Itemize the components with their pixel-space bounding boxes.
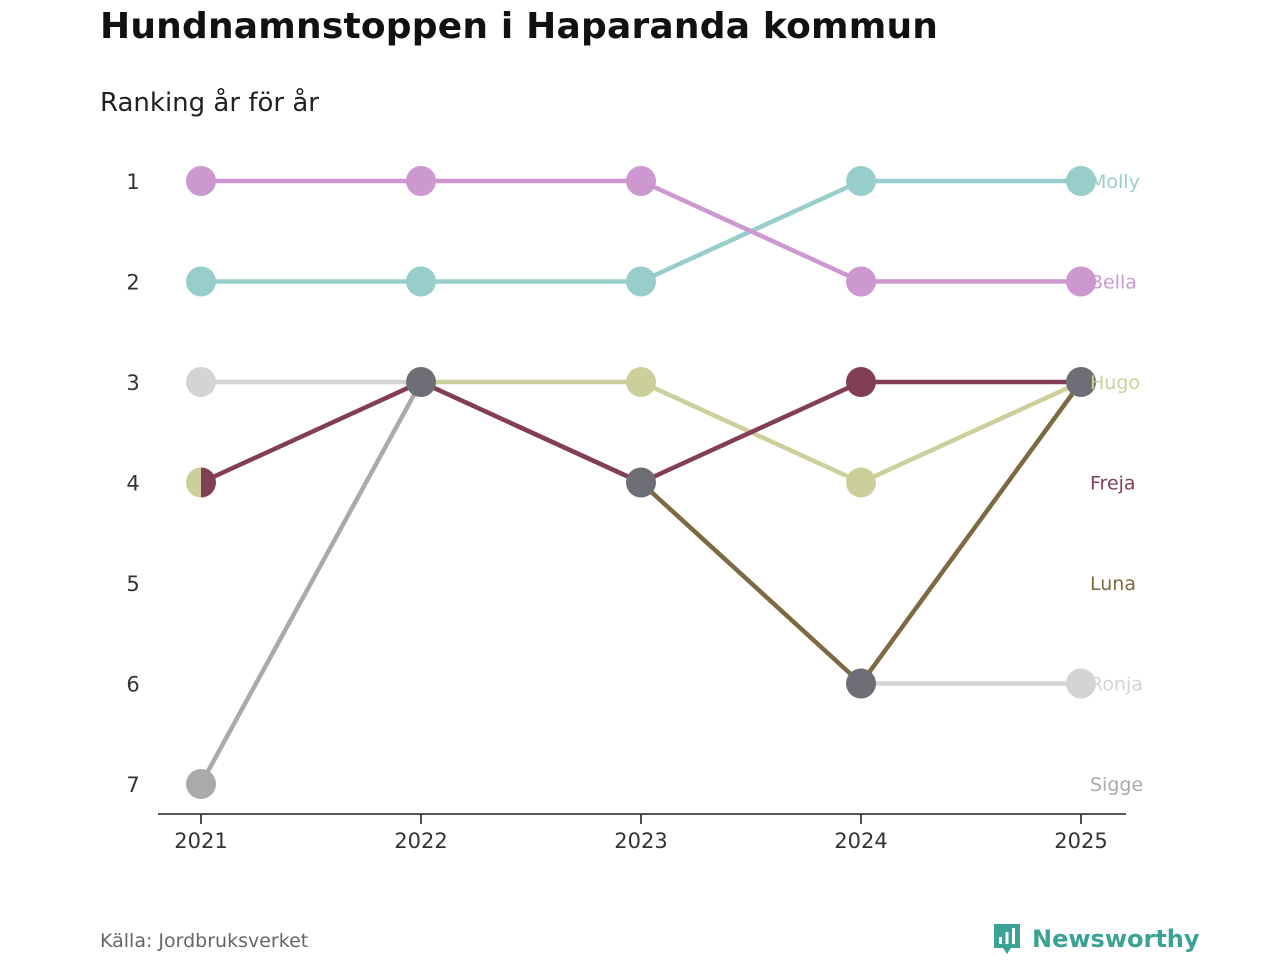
marker-bella-2022 [406, 166, 436, 196]
marker-molly-2024 [846, 166, 876, 196]
y-tick-label: 1 [126, 170, 139, 194]
series-label-freja: Freja [1090, 473, 1136, 495]
series-label-luna: Luna [1090, 573, 1136, 595]
series-label-sigge: Sigge [1090, 774, 1143, 796]
x-tick-label: 2023 [614, 829, 667, 853]
brand-name: Newsworthy [1032, 925, 1200, 953]
series-label-hugo: Hugo [1090, 372, 1140, 394]
series-labels: Molly Bella Hugo Freja Luna Ronja Sigge [1090, 171, 1143, 796]
newsworthy-icon [994, 924, 1020, 954]
x-tick-label: 2024 [834, 829, 887, 853]
y-tick-label: 3 [126, 371, 139, 395]
marker-freja-2021 [201, 467, 217, 498]
series-line-hugo [198, 379, 1084, 485]
marker-molly-2025 [1066, 166, 1096, 196]
x-tick-label: 2021 [174, 829, 227, 853]
marker-freja-2024 [846, 367, 876, 397]
y-tick-label: 2 [126, 271, 139, 295]
marker-sigge-2021 [186, 769, 216, 799]
chart-subtitle: Ranking år för år [100, 88, 319, 118]
series-label-molly: Molly [1090, 171, 1140, 193]
marker-hugo-2021 [186, 467, 201, 498]
series-label-ronja: Ronja [1090, 674, 1143, 696]
marker-tie-2023 [626, 467, 656, 498]
y-tick-label: 4 [126, 472, 139, 496]
series-line-molly [198, 178, 1084, 284]
y-tick-label: 7 [126, 773, 139, 797]
marker-tie-2025 [1066, 367, 1096, 397]
marker-bella-2024 [846, 266, 876, 297]
marker-tie-2022 [406, 367, 436, 397]
series-markers [186, 166, 1096, 799]
series-line-freja [198, 379, 1084, 485]
marker-ronja-2025 [1066, 668, 1096, 699]
series-line-sigge [198, 379, 424, 787]
marker-molly-2021 [186, 266, 216, 297]
source-note: Källa: Jordbruksverket [100, 930, 309, 952]
marker-bella-2021 [186, 166, 216, 196]
marker-tie-2024 [846, 668, 876, 699]
marker-hugo-2023 [626, 367, 656, 397]
marker-bella-2023 [626, 166, 656, 196]
marker-molly-2023 [626, 266, 656, 297]
marker-ronja-2021 [186, 367, 216, 397]
marker-molly-2022 [406, 266, 436, 297]
x-tick-label: 2025 [1054, 829, 1107, 853]
y-tick-label: 6 [126, 673, 139, 697]
marker-hugo-2024 [846, 467, 876, 498]
chart-title: Hundnamnstoppen i Haparanda kommun [100, 6, 939, 47]
axes: 1 2 3 4 5 6 7 2021 2022 2023 2024 2025 [126, 170, 1126, 853]
y-tick-label: 5 [126, 572, 139, 596]
x-tick-label: 2022 [394, 829, 447, 853]
marker-bella-2025 [1066, 266, 1096, 297]
brand-logo[interactable]: Newsworthy [992, 922, 1200, 956]
series-line-bella [198, 178, 1084, 284]
bump-chart: 1 2 3 4 5 6 7 2021 2022 2023 2024 2025 Molly Bella Hu… [126, 166, 1143, 853]
series-label-bella: Bella [1090, 272, 1137, 294]
